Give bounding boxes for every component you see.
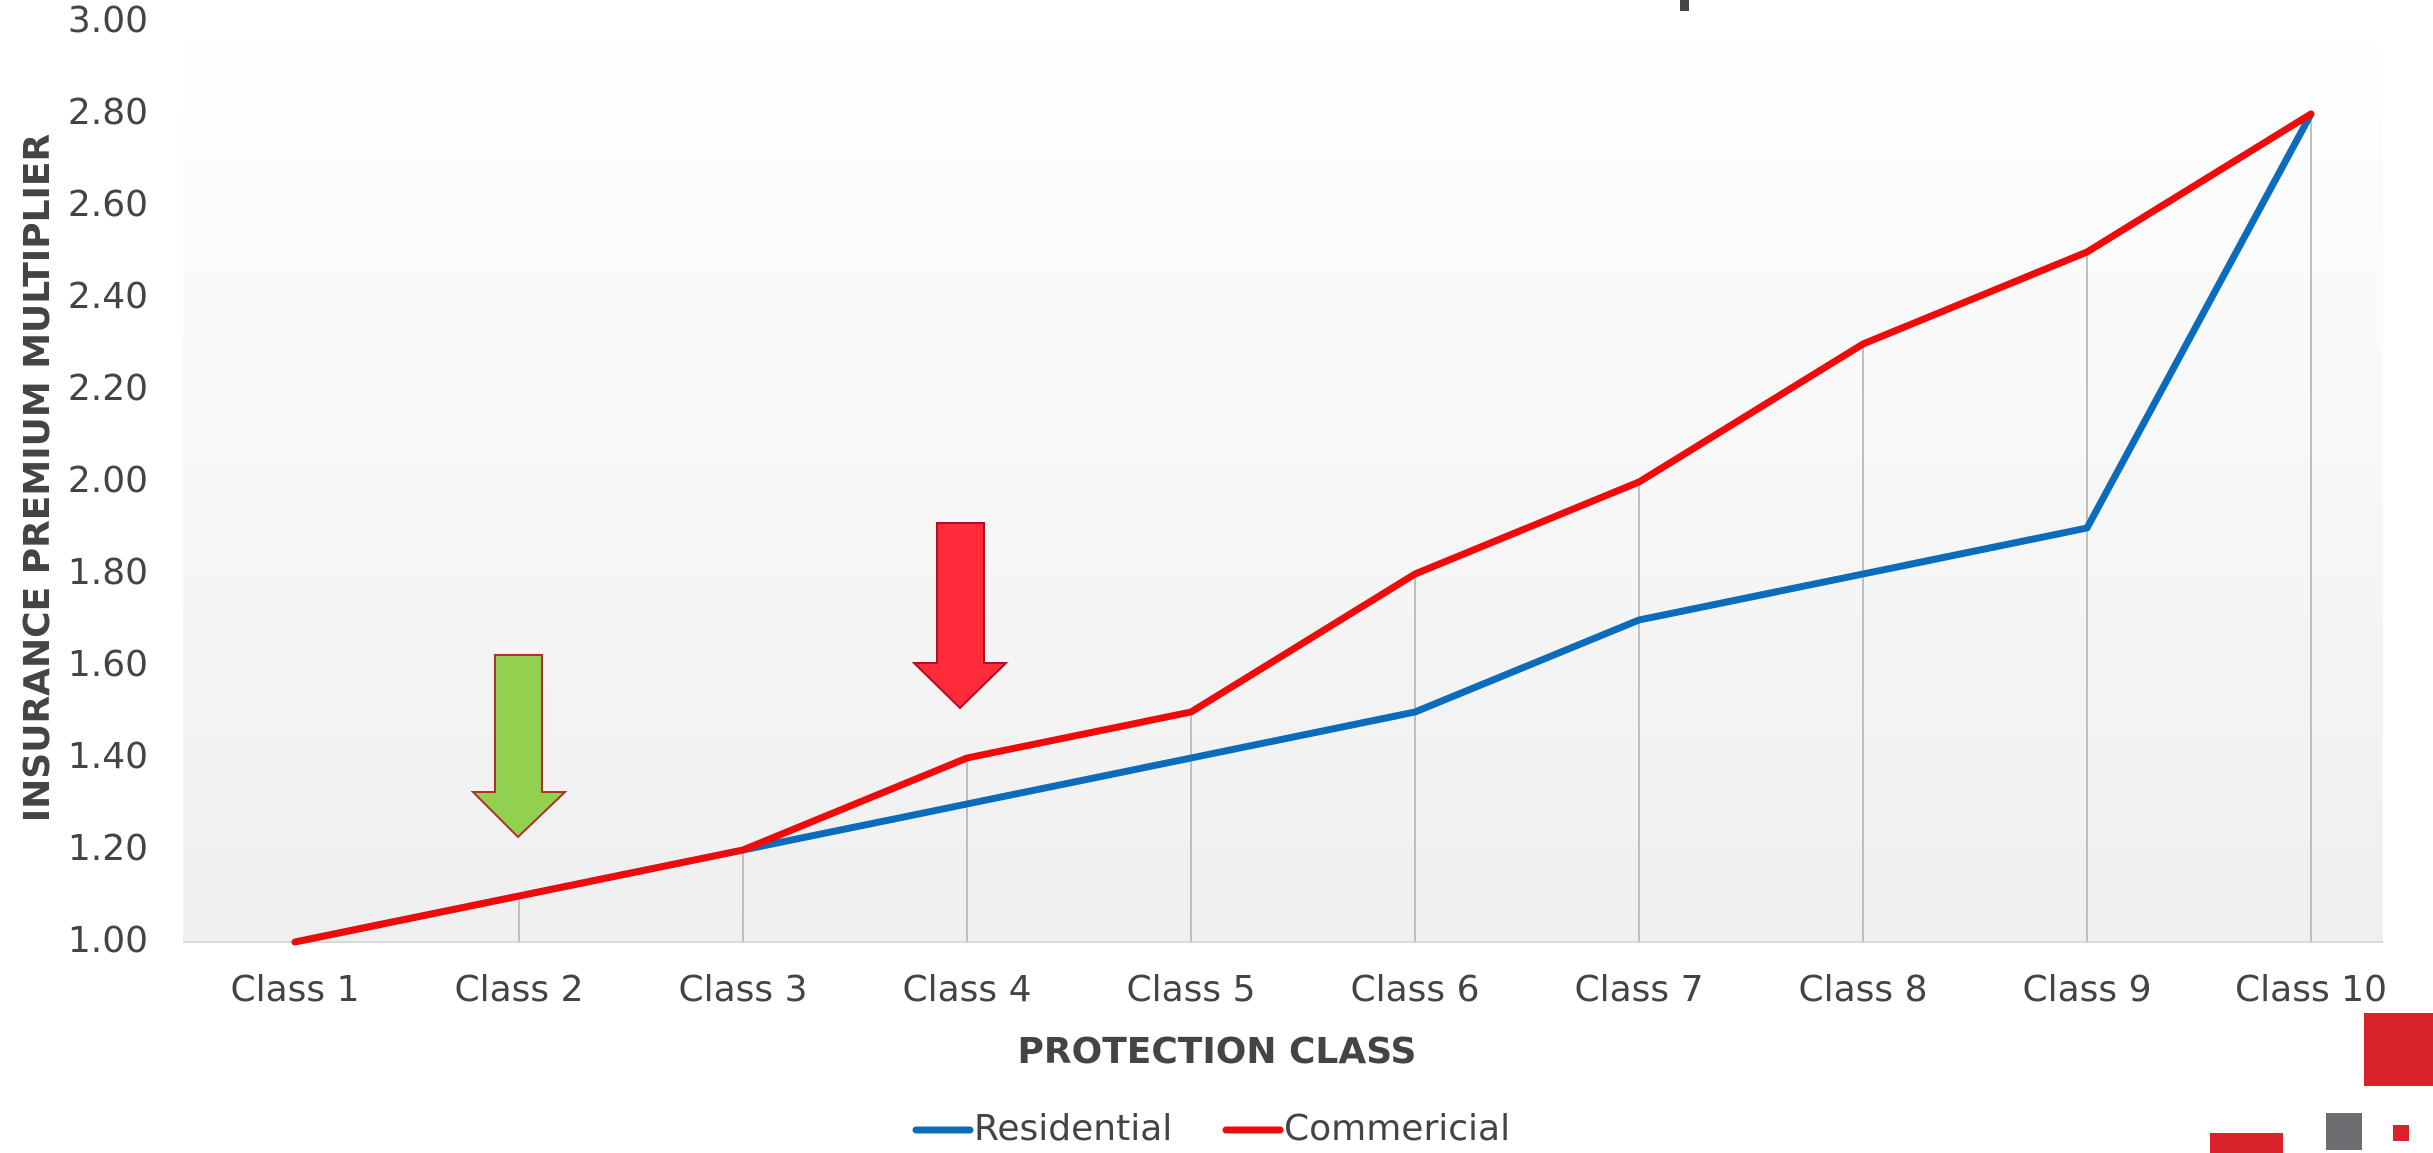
x-tick-label: Class 3 xyxy=(678,969,807,1010)
y-tick-label: 1.00 xyxy=(68,920,148,961)
y-tick-label: 3.00 xyxy=(68,0,148,41)
x-tick-label: Class 8 xyxy=(1798,969,1927,1010)
legend-label: Residential xyxy=(974,1108,1172,1149)
series-line xyxy=(291,110,2315,946)
x-tick-label: Class 6 xyxy=(1350,969,1479,1010)
x-tick-label: Class 4 xyxy=(902,969,1031,1010)
plot-area xyxy=(183,22,2383,942)
decor xyxy=(2364,1013,2433,1086)
decor xyxy=(2210,1133,2283,1153)
y-tick-label: 2.40 xyxy=(68,276,148,317)
y-axis-title: INSURANCE PREMIUM MULTIPLIER xyxy=(17,134,58,822)
y-tick-label: 1.60 xyxy=(68,644,148,685)
x-tick-label: Class 5 xyxy=(1126,969,1255,1010)
x-tick-label: Class 7 xyxy=(1574,969,1703,1010)
decor xyxy=(1680,0,1689,11)
y-tick-label: 1.80 xyxy=(68,552,148,593)
y-tick-label: 2.20 xyxy=(68,368,148,409)
y-tick-label: 2.00 xyxy=(68,460,148,501)
green-arrow xyxy=(470,654,568,839)
legend-label: Commericial xyxy=(1284,1108,1510,1149)
y-tick-label: 2.80 xyxy=(68,92,148,133)
x-axis-title: PROTECTION CLASS xyxy=(1018,1031,1417,1072)
decor xyxy=(2326,1113,2362,1150)
x-tick-label: Class 9 xyxy=(2022,969,2151,1010)
x-tick-label: Class 10 xyxy=(2235,969,2387,1010)
y-tick-label: 1.40 xyxy=(68,736,148,777)
red-arrow xyxy=(911,522,1009,710)
x-tick-label: Class 1 xyxy=(230,969,359,1010)
marks: 1.00 1.20 1.40 1.60 1.80 2.00 2.20 2.40 2.60 2.80… xyxy=(68,0,2387,1010)
x-tick-label: Class 2 xyxy=(454,969,583,1010)
y-tick-label: 2.60 xyxy=(68,184,148,225)
y-tick-label: 1.20 xyxy=(68,828,148,869)
decor xyxy=(2393,1125,2409,1141)
